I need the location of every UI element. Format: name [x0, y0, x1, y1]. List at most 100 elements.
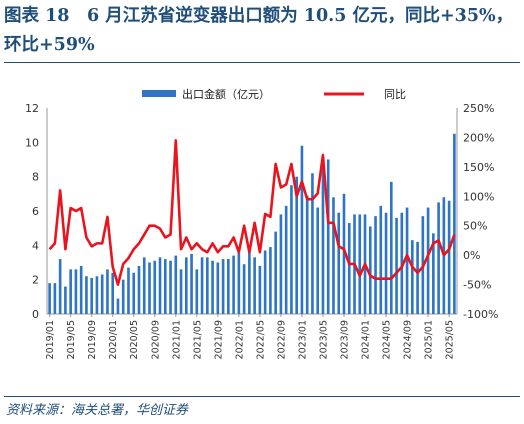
bar-2021/01 [174, 255, 178, 314]
source-rule [4, 396, 520, 397]
x-tick-label: 2020/05 [129, 320, 140, 359]
bar-2022/04 [253, 257, 256, 314]
bar-2024/06 [389, 181, 393, 314]
bar-2022/10 [284, 205, 288, 314]
y-right-tick-label: -50% [463, 279, 491, 292]
x-tick-label: 2019/09 [87, 320, 98, 359]
bar-2020/09 [153, 260, 157, 314]
source-note: 资料来源：海关总署，华创证券 [6, 403, 189, 418]
bar-2024/07 [395, 217, 398, 314]
bar-2019/02 [53, 283, 57, 314]
x-tick-label: 2020/09 [150, 320, 161, 359]
bar-2024/08 [400, 212, 404, 314]
bar-2024/02 [368, 226, 372, 314]
x-tick-label: 2021/05 [192, 320, 203, 359]
y-left-tick-label: 4 [32, 239, 39, 252]
axes [46, 108, 458, 317]
x-tick-label: 2024/01 [361, 320, 372, 359]
bar-2022/01 [237, 252, 241, 314]
bar-2019/11 [100, 274, 104, 314]
y-right-tick-label: 200% [463, 131, 494, 144]
bar-2020/10 [158, 257, 162, 314]
bar-2021/04 [190, 253, 193, 314]
y-left-tick-label: 2 [32, 274, 39, 287]
y-right-tick-label: -100% [463, 308, 498, 321]
bar-2025/06 [453, 133, 456, 314]
bars [48, 133, 456, 314]
x-tick-label: 2024/05 [382, 320, 393, 359]
title-rule [4, 62, 520, 63]
bar-2021/03 [184, 257, 188, 314]
bar-2020/06 [137, 265, 141, 314]
bar-2020/02 [116, 298, 120, 314]
x-tick-label: 2024/09 [403, 320, 414, 359]
y-right-tick-label: 250% [463, 102, 494, 115]
bar-2020/07 [142, 257, 146, 314]
bar-2024/11 [416, 241, 419, 314]
legend-bar-label: 出口金额（亿元） [182, 87, 270, 101]
bar-2023/04 [316, 207, 320, 314]
y-left-tick-label: 12 [25, 102, 39, 115]
bar-2023/09 [342, 193, 346, 314]
y-left-tick-label: 10 [25, 136, 39, 149]
x-tick-label: 2021/01 [171, 320, 182, 359]
bar-2021/05 [195, 269, 199, 314]
x-tick-label: 2022/05 [255, 320, 266, 359]
bar-2023/06 [326, 159, 330, 314]
bar-2019/07 [79, 265, 83, 314]
bar-2019/04 [64, 286, 67, 314]
bar-2023/01 [300, 145, 304, 314]
bar-2020/01 [111, 272, 115, 314]
x-tick-label: 2022/09 [276, 320, 287, 359]
x-tick-label: 2020/01 [108, 320, 119, 359]
bar-2023/12 [358, 214, 362, 314]
x-tick-label: 2025/01 [424, 320, 435, 359]
bar-2022/07 [269, 247, 272, 314]
bar-2023/10 [347, 223, 351, 314]
y-right-tick-label: 50% [463, 220, 487, 233]
bar-2020/08 [148, 262, 151, 314]
bar-2019/08 [85, 276, 88, 314]
bar-2023/07 [332, 197, 335, 314]
x-tick-label: 2022/01 [234, 320, 245, 359]
bar-2024/04 [379, 205, 383, 314]
x-tick-label: 2025/05 [445, 320, 456, 359]
bar-2021/06 [200, 257, 204, 314]
bar-2021/02 [179, 269, 183, 314]
y-left-tick-label: 6 [32, 205, 39, 218]
bar-2020/05 [132, 272, 136, 314]
bar-2019/12 [106, 269, 109, 314]
y-right-tick-label: 0% [463, 249, 480, 262]
bar-2025/05 [447, 200, 451, 314]
x-tick-label: 2023/01 [297, 320, 308, 359]
bar-2019/10 [95, 276, 99, 314]
chart-title: 图表 18 6 月江苏省逆变器出口额为 10.5 亿元，同比+35%，环比+59… [4, 6, 514, 55]
x-tick-label: 2023/09 [339, 320, 350, 359]
y-left-tick-label: 0 [32, 308, 39, 321]
legend-line-label: 同比 [384, 88, 406, 101]
bar-2019/09 [90, 277, 93, 314]
bar-2022/12 [295, 176, 298, 314]
bar-2024/10 [411, 240, 414, 314]
y-right-tick-label: 100% [463, 190, 494, 203]
bar-2021/10 [221, 259, 225, 314]
bar-2025/01 [426, 207, 430, 314]
bar-2023/05 [321, 161, 325, 314]
bar-2021/08 [211, 260, 214, 314]
x-tick-label: 2019/01 [45, 320, 56, 359]
bar-2020/12 [169, 260, 172, 314]
bar-2025/03 [437, 202, 440, 314]
tick-labels: 0 2 4 6 8 10 12 -100% -50% 0% 50% 100% 150% 200% 250% 2… [25, 102, 498, 359]
bar-2022/02 [242, 264, 246, 314]
legend: 出口金额（亿元） 同比 [142, 87, 406, 101]
bar-2025/02 [432, 233, 435, 314]
bar-2019/05 [69, 269, 72, 314]
bar-2019/06 [74, 269, 78, 314]
bar-2022/11 [290, 185, 293, 314]
bar-2021/11 [227, 259, 230, 314]
bar-2023/08 [337, 212, 341, 314]
y-right-tick-label: 150% [463, 161, 494, 174]
bar-2019/01 [48, 283, 51, 314]
bar-2021/07 [206, 257, 209, 314]
x-tick-label: 2019/05 [66, 320, 77, 359]
